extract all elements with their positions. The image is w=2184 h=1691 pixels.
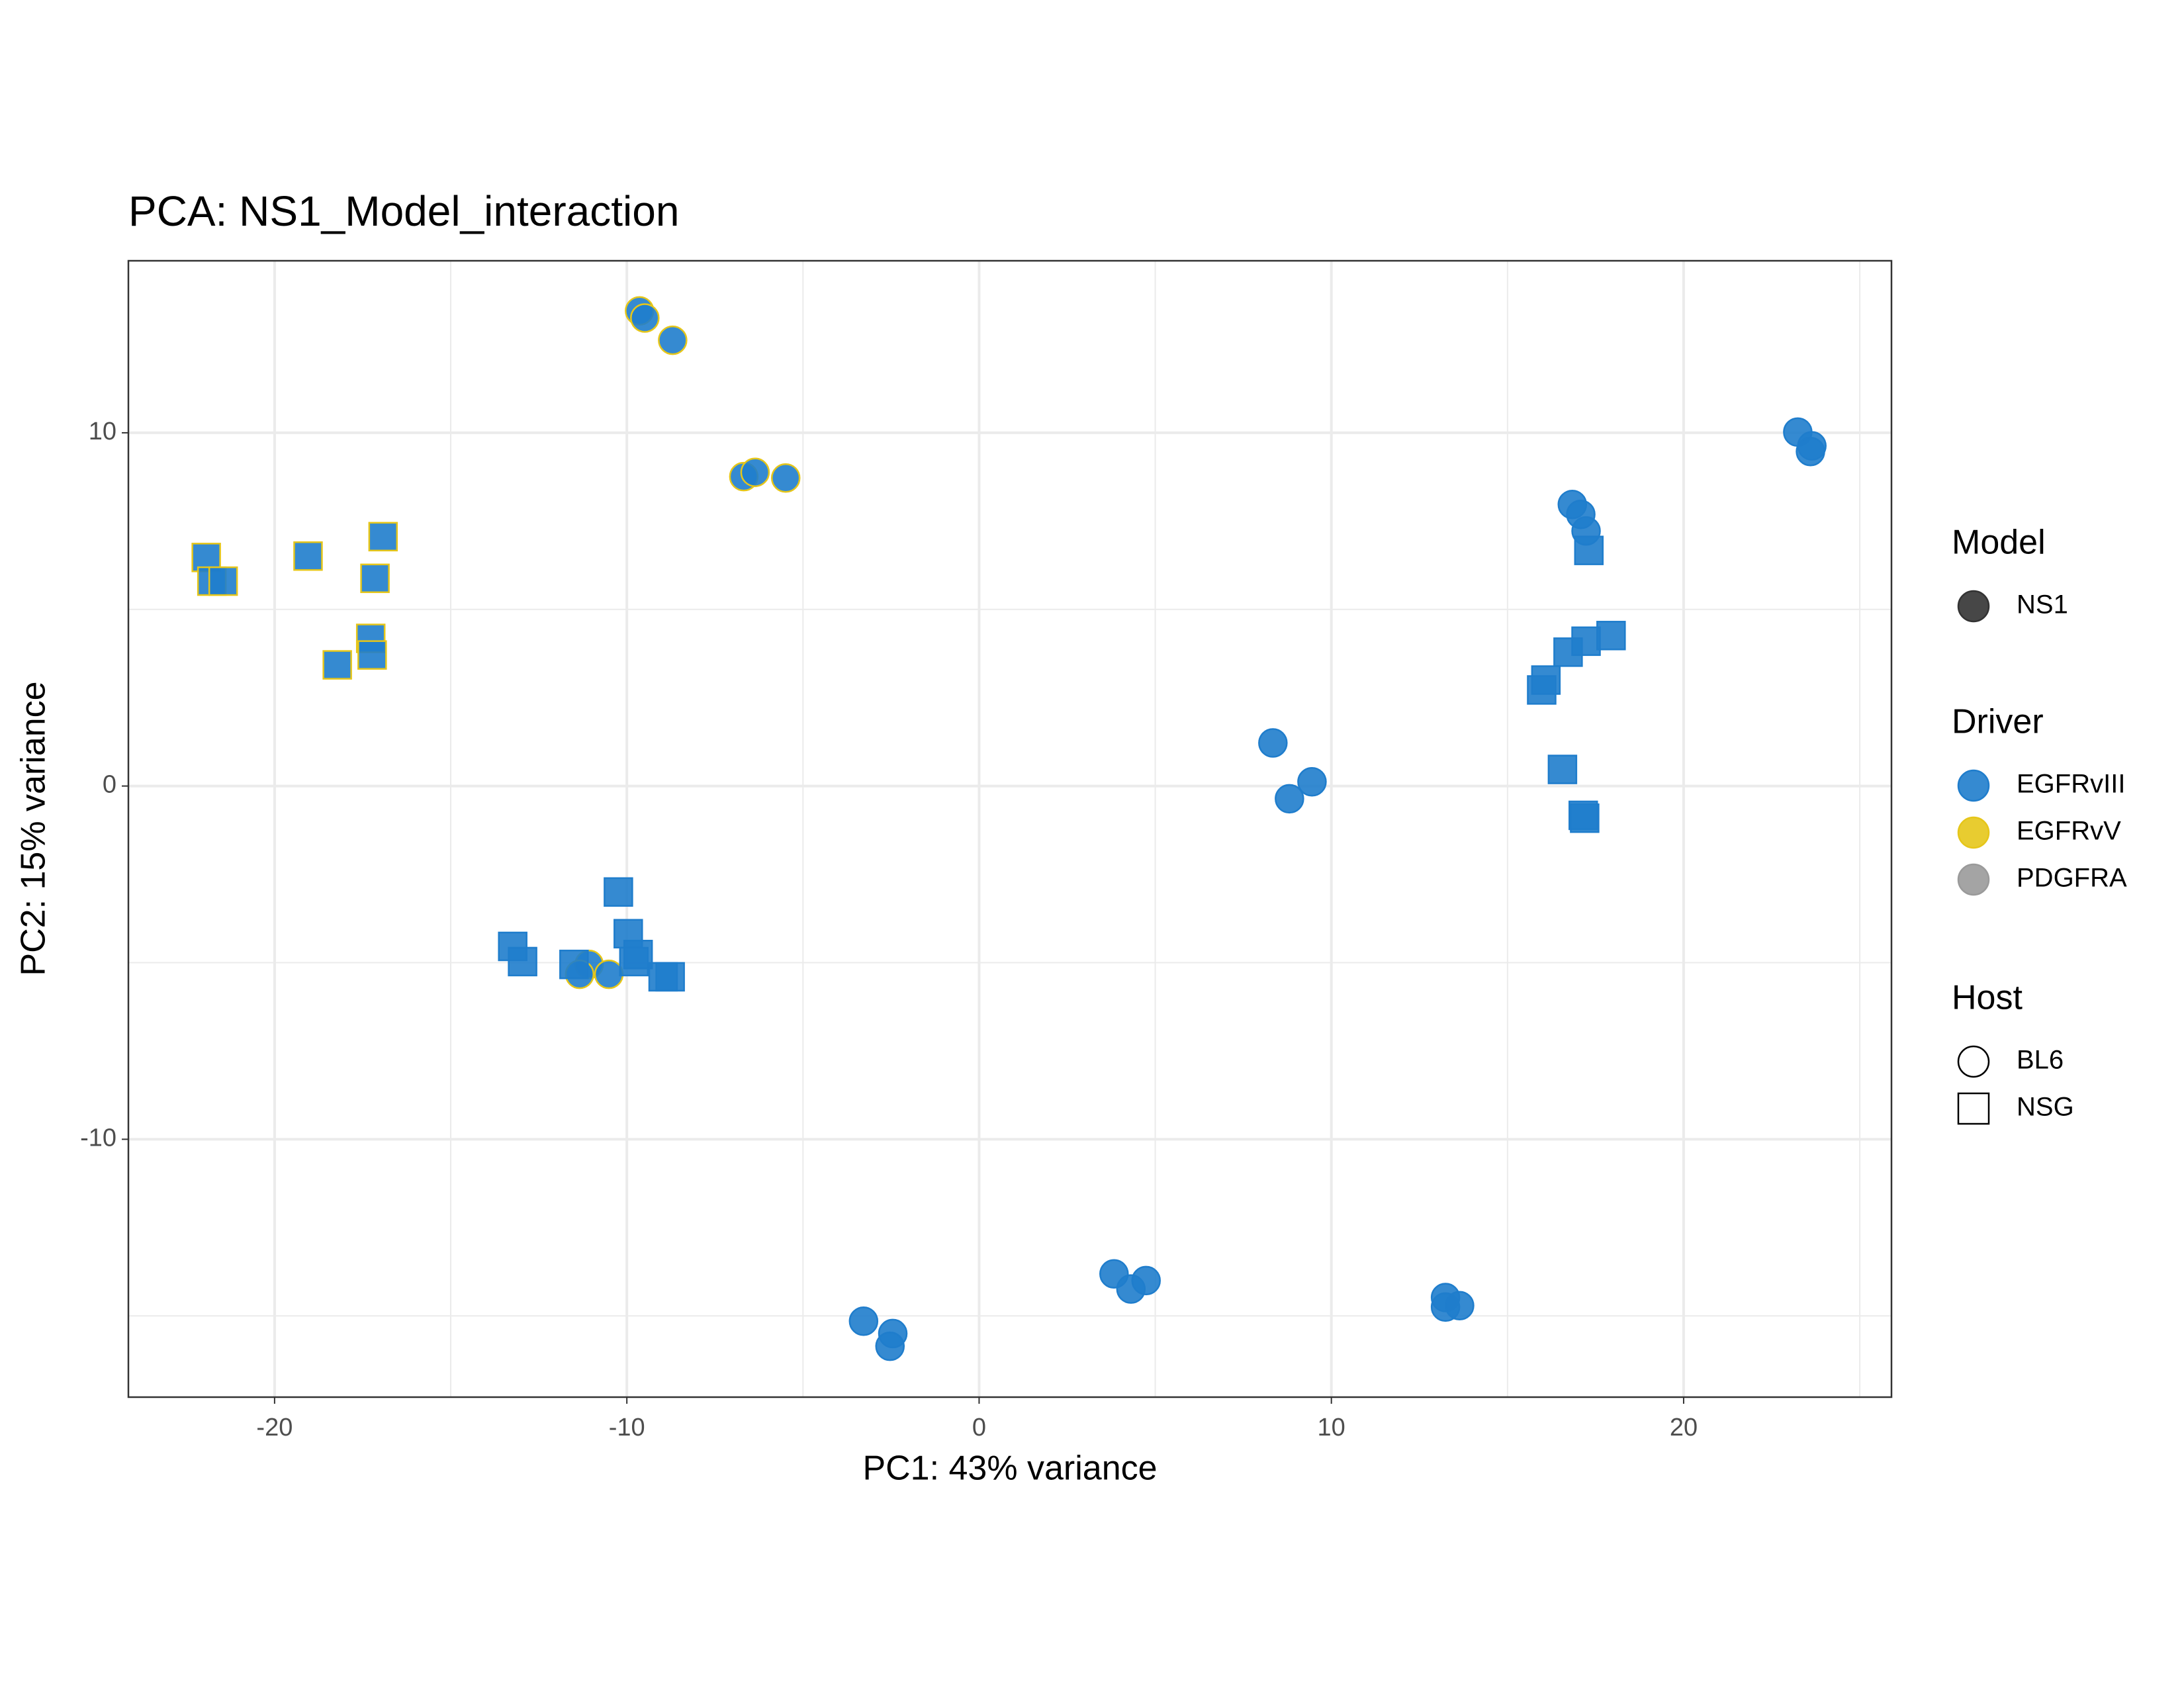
point <box>1297 766 1327 797</box>
y-tick-label: 10 <box>89 418 116 445</box>
point <box>368 522 398 552</box>
point <box>1596 621 1626 651</box>
point <box>623 939 653 970</box>
point <box>559 949 589 980</box>
x-tick-label: -10 <box>609 1414 645 1441</box>
legend-label: PDGFRA <box>2017 864 2127 893</box>
point <box>658 325 688 355</box>
point <box>770 463 801 493</box>
legend-title: Host <box>1952 979 2023 1017</box>
legend-key <box>1957 1045 1990 1078</box>
point <box>594 959 624 989</box>
point <box>1570 803 1600 833</box>
legend-key <box>1957 863 1990 896</box>
legend-key <box>1957 590 1990 623</box>
point <box>1796 436 1825 467</box>
point <box>357 640 387 670</box>
chart-title: PCA: NS1_Model_interaction <box>128 187 679 235</box>
point <box>848 1306 879 1336</box>
x-tick-label: 10 <box>1318 1414 1345 1441</box>
point <box>1547 754 1578 784</box>
legend-key <box>1957 769 1990 802</box>
point <box>508 946 537 977</box>
point <box>1571 626 1601 657</box>
point <box>630 303 660 333</box>
point <box>604 877 633 907</box>
y-tick-label: 0 <box>103 771 116 799</box>
legend-key <box>1957 816 1990 849</box>
panel-border <box>127 259 1893 1398</box>
legend-label: EGFRvIII <box>2017 770 2125 799</box>
legend-label: NS1 <box>2017 590 2068 619</box>
x-axis-title: PC1: 43% variance <box>862 1449 1157 1488</box>
point <box>1531 665 1561 695</box>
x-tick-label: -20 <box>256 1414 293 1441</box>
point <box>655 962 685 992</box>
point <box>208 566 238 596</box>
y-tick-label: -10 <box>80 1124 116 1152</box>
legend-label: EGFRvV <box>2017 817 2121 846</box>
legend-title: Driver <box>1952 703 2044 741</box>
y-axis-title: PC2: 15% variance <box>15 681 53 976</box>
legend-title: Model <box>1952 524 2046 562</box>
point <box>322 650 352 680</box>
point <box>1131 1265 1161 1296</box>
point <box>360 563 390 594</box>
legend-label: NSG <box>2017 1093 2074 1122</box>
legend-key <box>1957 1092 1990 1125</box>
point <box>1258 728 1288 758</box>
point <box>1275 784 1304 814</box>
point <box>293 541 323 571</box>
x-tick-label: 0 <box>972 1414 986 1441</box>
legend-label: BL6 <box>2017 1046 2064 1075</box>
point <box>1445 1291 1475 1321</box>
x-tick-label: 20 <box>1670 1414 1698 1441</box>
point <box>875 1331 905 1361</box>
point <box>740 457 770 487</box>
point <box>1571 516 1601 546</box>
